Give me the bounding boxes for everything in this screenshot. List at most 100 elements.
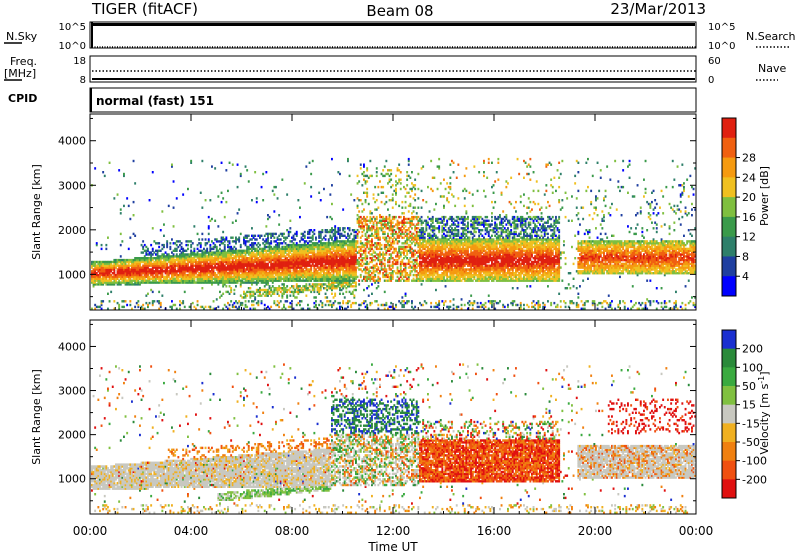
power-cell (257, 300, 259, 302)
power-cell (173, 207, 175, 209)
power-cell (187, 188, 189, 190)
power-cell (296, 296, 298, 298)
power-cell (201, 233, 203, 235)
power-cell (358, 231, 360, 233)
power-cell (216, 298, 218, 300)
power-cell (163, 244, 165, 246)
noise-sky-trace (92, 23, 695, 26)
power-cell (379, 237, 381, 239)
power-cell (331, 203, 333, 205)
freq-right-tick-top: 60 (708, 56, 721, 67)
power-cell (401, 201, 403, 203)
power-cell (254, 171, 256, 173)
power-cell (417, 188, 419, 190)
power-cell (163, 235, 165, 237)
power-cell (169, 246, 171, 248)
power-cell (209, 199, 211, 201)
power-cell (248, 235, 250, 237)
power-cell (331, 158, 333, 160)
power-cell (376, 167, 378, 169)
power-cell (305, 283, 307, 285)
power-cell (360, 274, 362, 276)
power-cell (273, 210, 275, 212)
power-cell (400, 171, 402, 173)
power-cell (225, 169, 227, 171)
freq-panel: Freq. [MHz] 18 8 60 0 Nave (4, 55, 786, 86)
power-cell (349, 300, 351, 302)
power-cell (413, 210, 415, 212)
power-cell (360, 164, 362, 166)
power-cell (278, 214, 280, 216)
power-cell (221, 162, 223, 164)
power-cell (325, 238, 327, 240)
power-cell (150, 244, 152, 246)
power-cell (224, 244, 226, 246)
power-cell (349, 227, 351, 229)
power-cell (238, 237, 240, 239)
power-cell (113, 300, 115, 302)
power-cell (357, 276, 359, 278)
power-cell (360, 199, 362, 201)
power-cell (281, 179, 283, 181)
power-cell (235, 285, 237, 287)
power-cell (133, 201, 135, 203)
power-cell (366, 180, 368, 182)
power-cell (120, 208, 122, 210)
power-cell (398, 205, 400, 207)
power-cell (120, 255, 122, 257)
power-cell (209, 306, 211, 308)
power-cell (254, 235, 256, 237)
power-cell (153, 300, 155, 302)
power-cell (286, 295, 288, 297)
power-cell (334, 300, 336, 302)
power-cell (406, 184, 408, 186)
power-cell (241, 302, 243, 304)
power-cell (376, 216, 378, 218)
power-cell (315, 296, 317, 298)
cpid-text: normal (fast) 151 (96, 94, 214, 108)
power-cell (118, 304, 120, 306)
power-cell (152, 227, 154, 229)
power-cell (429, 210, 431, 212)
power-cell (187, 248, 189, 250)
power-cell (409, 177, 411, 179)
power-cell (366, 188, 368, 190)
power-cell (249, 287, 251, 289)
power-cell (240, 173, 242, 175)
power-cell (256, 201, 258, 203)
power-cell (205, 199, 207, 201)
power-cell (331, 293, 333, 295)
power-cell (227, 190, 229, 192)
power-cell (371, 212, 373, 214)
power-cell (339, 173, 341, 175)
power-cell (318, 304, 320, 306)
power-cell (334, 225, 336, 227)
power-cell (222, 197, 224, 199)
power-cell (134, 182, 136, 184)
noise-left-tick-top: 10^5 (59, 22, 86, 33)
power-cell (369, 160, 371, 162)
power-cell (313, 229, 315, 231)
power-cell (417, 207, 419, 209)
power-cell (408, 300, 410, 302)
power-cell (129, 300, 131, 302)
power-cell (299, 207, 301, 209)
power-cell (147, 248, 149, 250)
power-cell (430, 306, 432, 308)
power-cell (405, 195, 407, 197)
power-cell (289, 295, 291, 297)
power-cell (273, 300, 275, 302)
power-cell (230, 287, 232, 289)
power-cell (118, 169, 120, 171)
power-cell (395, 201, 397, 203)
power-cell (121, 240, 123, 242)
power-cell (101, 244, 103, 246)
power-cell (262, 173, 264, 175)
power-cell (289, 231, 291, 233)
power-cell (425, 302, 427, 304)
power-cell (245, 300, 247, 302)
power-cell (349, 175, 351, 177)
power-cell (265, 171, 267, 173)
power-cell (414, 207, 416, 209)
power-cell (117, 193, 119, 195)
